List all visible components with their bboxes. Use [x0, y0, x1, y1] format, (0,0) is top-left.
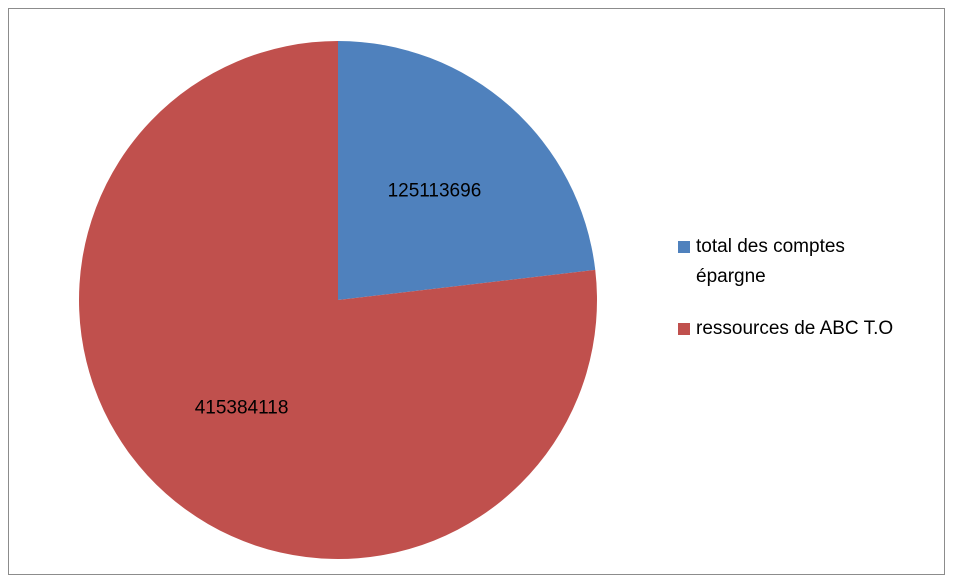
pie-slice-total-des-comptes-epargne — [338, 41, 596, 300]
legend-label: ressources de ABC T.O — [696, 318, 894, 339]
legend: total des comptes épargne ressources de … — [678, 232, 948, 366]
legend-item-total-des-comptes-epargne: total des comptes épargne — [678, 232, 948, 292]
pie-slices — [78, 41, 597, 559]
legend-swatch — [678, 323, 690, 335]
legend-label: total des comptes épargne — [696, 236, 845, 287]
legend-swatch — [678, 241, 690, 253]
data-label-total-des-comptes-epargne: 125113696 — [388, 181, 482, 202]
pie-data-labels: 125113696 415384118 — [195, 181, 482, 419]
data-label-ressources-de-abc-to: 415384118 — [195, 397, 289, 418]
legend-item-ressources-de-abc-to: ressources de ABC T.O — [678, 314, 948, 344]
pie-slice-ressources-de-abc-to — [78, 41, 597, 559]
